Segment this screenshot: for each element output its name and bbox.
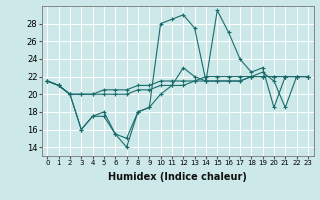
X-axis label: Humidex (Indice chaleur): Humidex (Indice chaleur) bbox=[108, 172, 247, 182]
